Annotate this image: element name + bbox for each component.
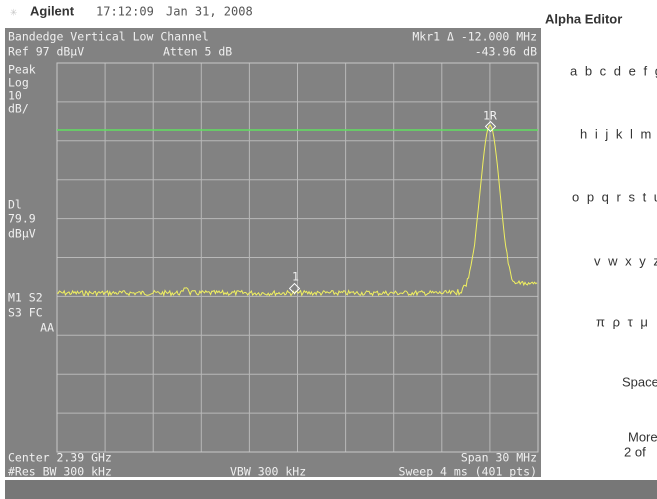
marker-diamond xyxy=(484,120,497,133)
brand: Agilent xyxy=(30,3,75,18)
graticule-border xyxy=(56,62,539,453)
softkey-label[interactable]: 2 of xyxy=(624,444,646,459)
softkey-label[interactable]: Space xyxy=(622,374,657,389)
logo-star: ✳ xyxy=(10,5,17,19)
softkey-label[interactable]: More xyxy=(628,429,657,444)
left-label: M1 S2 xyxy=(8,291,43,305)
softkey-label[interactable]: v w x y z xyxy=(594,253,657,268)
softkey-label[interactable]: o p q r s t u xyxy=(572,189,657,204)
center-freq: Center 2.39 GHz xyxy=(8,451,112,465)
softkey-label[interactable]: a b c d e f g xyxy=(570,63,657,78)
left-label: Log xyxy=(8,76,29,90)
softkey-title: Alpha Editor xyxy=(545,11,622,26)
screen-title: Bandedge Vertical Low Channel xyxy=(8,30,209,44)
attenuation: Atten 5 dB xyxy=(163,45,232,59)
sweep: Sweep 4 ms (401 pts) xyxy=(399,465,537,479)
status-bar xyxy=(5,480,657,499)
left-label: dBµV xyxy=(8,227,36,241)
date: Jan 31, 2008 xyxy=(166,5,253,19)
left-label: AA xyxy=(40,321,54,335)
marker-diamond xyxy=(288,282,301,295)
marker-readout: Mkr1 Δ -12.000 MHz xyxy=(412,30,537,44)
softkeys: a b c d e f g h i j k l m n o p q r s t u v… xyxy=(570,63,657,459)
left-label: dB/ xyxy=(8,102,29,116)
left-label: Dl xyxy=(8,198,22,212)
left-label: S3 FC xyxy=(8,306,43,320)
time: 17:12:09 xyxy=(96,5,154,19)
span: Span 30 MHz xyxy=(461,451,537,465)
left-label: 10 xyxy=(8,89,22,103)
softkey-label[interactable]: h i j k l m n xyxy=(580,126,657,141)
screen xyxy=(5,28,541,477)
softkey-label[interactable]: π ρ τ μ xyxy=(596,314,650,329)
res-bw: #Res BW 300 kHz xyxy=(8,465,112,479)
marker-label: 1R xyxy=(483,109,497,123)
graticule xyxy=(57,63,538,452)
vbw: VBW 300 kHz xyxy=(230,465,306,479)
ref-level: Ref 97 dBµV xyxy=(8,45,84,59)
left-label: 79.9 xyxy=(8,212,36,226)
marker-value: -43.96 dB xyxy=(475,45,537,59)
left-label: Peak xyxy=(8,63,36,77)
marker-label: 1 xyxy=(292,270,299,284)
